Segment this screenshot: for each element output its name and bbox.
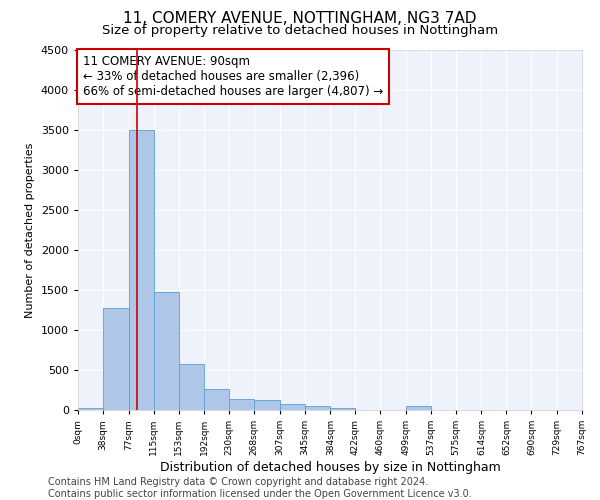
Bar — [331, 408, 355, 410]
Bar — [406, 406, 431, 410]
X-axis label: Distribution of detached houses by size in Nottingham: Distribution of detached houses by size … — [160, 461, 500, 474]
Text: 11 COMERY AVENUE: 90sqm
← 33% of detached houses are smaller (2,396)
66% of semi: 11 COMERY AVENUE: 90sqm ← 33% of detache… — [83, 56, 383, 98]
Bar — [254, 400, 280, 410]
Bar — [179, 364, 204, 410]
Y-axis label: Number of detached properties: Number of detached properties — [25, 142, 35, 318]
Text: 11, COMERY AVENUE, NOTTINGHAM, NG3 7AD: 11, COMERY AVENUE, NOTTINGHAM, NG3 7AD — [123, 11, 477, 26]
Bar — [154, 292, 179, 410]
Bar — [229, 399, 254, 410]
Bar — [103, 308, 128, 410]
Bar — [78, 408, 103, 410]
Text: Contains HM Land Registry data © Crown copyright and database right 2024.
Contai: Contains HM Land Registry data © Crown c… — [48, 478, 472, 499]
Text: Size of property relative to detached houses in Nottingham: Size of property relative to detached ho… — [102, 24, 498, 37]
Bar — [128, 130, 154, 410]
Bar — [305, 406, 331, 410]
Bar — [204, 389, 229, 410]
Bar — [280, 404, 305, 410]
